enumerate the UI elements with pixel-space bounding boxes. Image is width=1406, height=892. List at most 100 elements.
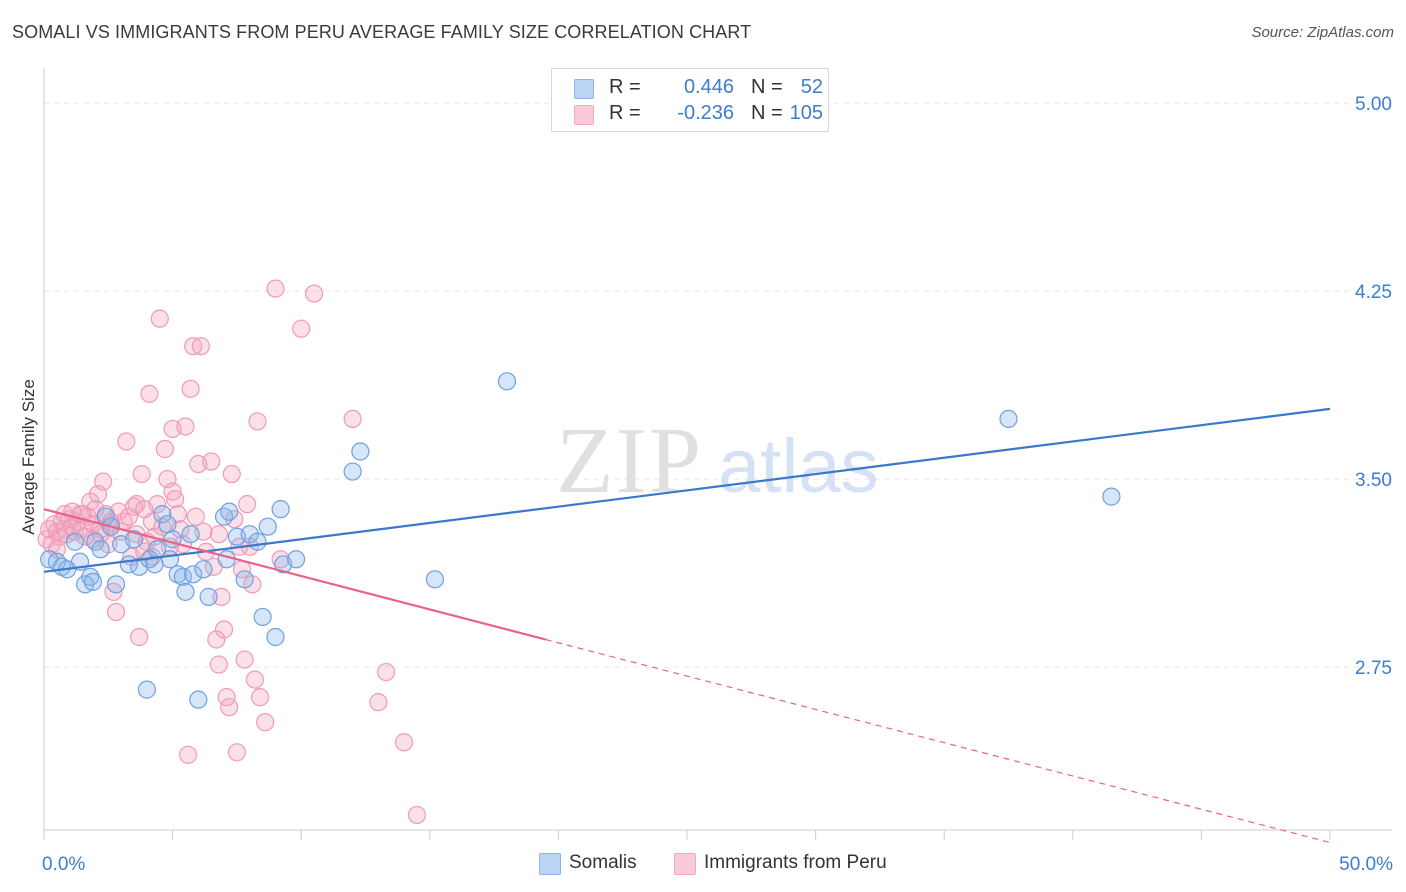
data-point-somali [106,575,126,594]
data-point-peru [227,743,246,762]
data-point-somali [199,587,218,606]
data-point-peru [178,745,198,764]
data-point-peru [191,337,210,356]
data-point-somali [1102,487,1121,506]
data-point-peru [181,379,200,398]
axes [43,68,1392,840]
data-point-somali [91,540,110,559]
data-point-somali [81,567,100,586]
data-point-peru [238,495,257,514]
gridlines [44,102,1392,668]
data-point-peru [266,279,285,298]
data-point-somali [214,507,234,526]
data-point-peru [376,662,396,682]
source-label: Source: ZipAtlas.com [1251,24,1394,41]
data-point-peru [132,464,151,484]
data-point-somali [65,532,84,551]
y-tick-label: 3.50 [1355,470,1392,491]
data-point-somali [286,550,306,569]
data-point-peru [256,713,275,732]
data-point-peru [47,540,66,559]
data-point-peru [250,688,270,707]
data-point-peru [209,655,228,674]
data-point-peru [304,284,324,303]
x-tick-labels: 0.0% 50.0% [42,854,1393,875]
data-point-somali [130,557,149,576]
y-tick-label: 2.75 [1355,658,1392,679]
series-somali-points [40,372,1121,709]
data-point-peru [271,550,290,569]
data-point-peru [163,482,182,501]
chart-title: SOMALI VS IMMIGRANTS FROM PERU AVERAGE F… [12,22,752,42]
trend-line-peru-extrapolated [545,638,1331,844]
n-label: N = [751,76,783,98]
correlation-legend: R = 0.446 N = 52 R = -0.236 N = 105 [551,68,829,132]
data-point-peru [212,587,231,606]
peru-legend-swatch [674,853,696,875]
data-point-somali [235,570,254,589]
n-value-peru: 105 [789,102,823,124]
data-point-somali [351,442,370,461]
y-tick-labels: 2.75 3.50 4.25 5.00 [1355,94,1392,679]
data-point-somali [176,582,195,601]
data-point-peru [343,409,362,429]
data-point-peru [153,517,172,536]
r-label: R = [609,76,641,98]
data-point-peru [106,602,126,622]
data-point-somali [266,627,285,647]
data-point-somali [184,565,203,584]
data-point-peru [130,627,149,647]
data-point-peru [214,620,234,639]
trend-lines [43,407,1331,844]
data-point-peru [222,464,241,484]
data-point-peru [94,472,113,491]
data-point-peru [407,805,427,825]
data-point-somali [160,550,180,569]
data-point-peru [394,733,414,752]
r-label: R = [609,102,641,124]
data-point-peru [248,412,267,431]
data-point-somali [497,372,517,391]
data-point-peru [176,417,195,436]
data-point-somali [258,517,277,536]
data-point-somali [343,462,362,481]
data-point-somali [124,530,144,549]
y-tick-label: 4.25 [1355,282,1392,303]
data-point-somali [153,505,172,524]
data-point-somali [248,532,267,551]
trend-line-somalis [43,407,1331,573]
data-point-peru [209,525,228,544]
somalis-swatch [574,79,594,99]
n-label: N = [751,102,783,124]
data-point-peru [140,384,159,403]
data-point-peru [186,507,205,526]
x-tick-label: 50.0% [1339,854,1393,875]
data-point-somali [220,502,239,521]
data-point-peru [150,309,169,328]
data-point-somali [425,570,445,589]
data-point-somali [137,680,156,699]
series-peru-points [37,279,427,825]
data-point-peru [245,670,265,689]
y-axis-label: Average Family Size [19,379,38,535]
x-tick-label: 0.0% [42,854,85,875]
data-point-peru [220,698,239,717]
watermark: ZIP atlas [556,409,879,513]
data-point-somali [181,525,200,544]
data-point-somali [253,607,272,627]
data-point-somali [83,572,102,591]
data-point-somali [999,409,1018,429]
somalis-legend-swatch [539,853,561,875]
data-point-peru [117,432,136,451]
data-point-peru [83,530,102,549]
y-tick-label: 5.00 [1355,94,1392,115]
data-point-peru [155,439,174,459]
data-point-somali [240,525,259,544]
data-point-peru [235,650,254,669]
data-point-peru [135,500,154,519]
data-point-peru [369,693,388,712]
data-point-somali [158,515,177,534]
n-value-somalis: 52 [800,76,823,98]
data-point-peru [292,319,311,338]
